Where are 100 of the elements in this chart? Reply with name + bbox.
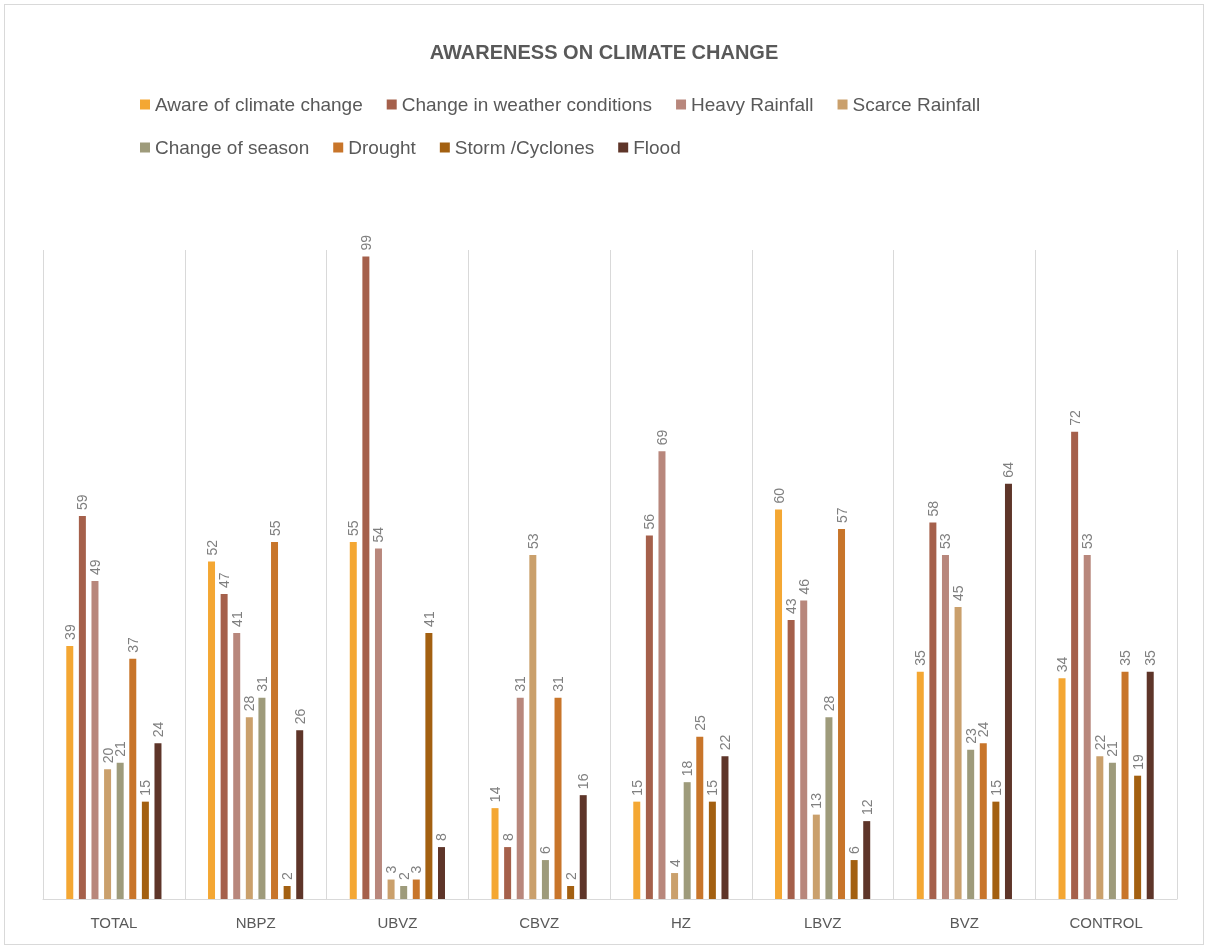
x-tick-label: UBVZ <box>377 914 418 931</box>
bar <box>104 769 112 899</box>
data-label: 55 <box>266 520 283 537</box>
bar <box>554 697 562 899</box>
legend-label: Storm /Cyclones <box>454 137 595 158</box>
data-label: 15 <box>137 779 154 796</box>
data-label: 31 <box>550 676 567 692</box>
data-label: 28 <box>820 695 837 712</box>
legend-label: Aware of climate change <box>155 94 363 115</box>
bar <box>400 886 408 899</box>
bar <box>425 632 433 899</box>
bar <box>1146 671 1154 899</box>
bar <box>271 542 279 899</box>
data-label: 8 <box>433 833 450 842</box>
legend-label: Flood <box>633 137 681 158</box>
bar <box>645 535 653 899</box>
bar <box>812 814 820 899</box>
data-label: 49 <box>86 559 103 575</box>
bar <box>491 808 499 899</box>
data-label: 2 <box>395 872 412 881</box>
bar <box>349 542 357 899</box>
bar <box>516 697 524 899</box>
x-tick-label: HZ <box>670 914 691 931</box>
legend-label: Change of season <box>155 137 310 158</box>
x-tick-label: LBVZ <box>803 914 842 931</box>
bar <box>91 580 99 899</box>
data-label: 3 <box>383 865 400 874</box>
bar <box>1096 756 1104 899</box>
data-label: 19 <box>1129 753 1146 770</box>
data-label: 2 <box>279 872 296 881</box>
bar <box>258 697 266 899</box>
bar <box>825 717 833 899</box>
bar <box>992 801 1000 899</box>
data-label: 25 <box>691 714 708 731</box>
data-label: 53 <box>937 533 954 550</box>
data-label: 12 <box>858 799 875 816</box>
x-tick-label: CONTROL <box>1069 914 1143 931</box>
data-label: 60 <box>770 487 787 504</box>
chart-title: AWARENESS ON CLIMATE CHANGE <box>429 41 779 63</box>
data-label: 53 <box>1079 533 1096 550</box>
data-label: 22 <box>716 734 733 751</box>
bar <box>283 886 291 899</box>
x-tick-label: BVZ <box>949 914 979 931</box>
bar <box>579 795 587 899</box>
data-label: 47 <box>216 572 233 588</box>
bar <box>296 730 304 899</box>
data-label: 41 <box>228 611 245 627</box>
bar <box>708 801 716 899</box>
bar <box>1134 775 1142 899</box>
bar <box>141 801 149 899</box>
data-label: 69 <box>653 429 670 446</box>
data-label: 15 <box>628 779 645 796</box>
bar <box>633 801 641 899</box>
bar <box>374 548 382 899</box>
data-label: 15 <box>987 779 1004 796</box>
data-label: 35 <box>1142 650 1159 666</box>
bar <box>387 879 395 899</box>
bar <box>863 821 871 899</box>
bar <box>245 717 253 899</box>
data-label: 35 <box>912 650 929 666</box>
data-label: 3 <box>408 865 425 874</box>
data-label: 18 <box>679 760 696 777</box>
bar <box>979 743 987 899</box>
bar <box>1071 431 1079 899</box>
bar <box>362 256 370 899</box>
bar <box>66 645 74 899</box>
data-label: 57 <box>833 507 850 524</box>
bar <box>504 847 512 899</box>
bar <box>154 743 162 899</box>
data-label: 13 <box>808 792 825 809</box>
data-label: 43 <box>783 598 800 614</box>
bar <box>954 606 962 899</box>
data-label: 6 <box>846 846 863 855</box>
data-label: 46 <box>795 578 812 595</box>
bar <box>437 847 445 899</box>
data-label: 24 <box>149 721 166 738</box>
data-label: 55 <box>345 520 362 537</box>
data-label: 8 <box>499 833 516 842</box>
data-label: 31 <box>253 676 270 692</box>
bar <box>233 632 241 899</box>
bar <box>1004 483 1012 899</box>
bar <box>967 749 975 899</box>
bar <box>658 451 666 899</box>
bar <box>1083 555 1091 899</box>
bar <box>529 555 537 899</box>
data-label: 54 <box>370 526 387 543</box>
bar <box>787 619 795 899</box>
data-label: 41 <box>420 611 437 627</box>
x-tick-label: TOTAL <box>90 914 138 931</box>
data-label: 53 <box>524 533 541 550</box>
legend-label: Change in weather conditions <box>401 94 653 115</box>
data-label: 58 <box>924 500 941 517</box>
data-label: 28 <box>241 695 258 712</box>
bar <box>220 593 228 899</box>
data-label: 35 <box>1117 650 1134 666</box>
data-label: 16 <box>575 773 592 790</box>
data-label: 31 <box>512 676 529 692</box>
bar <box>929 522 937 899</box>
legend-label: Scarce Rainfall <box>852 94 981 115</box>
bar <box>129 658 137 899</box>
